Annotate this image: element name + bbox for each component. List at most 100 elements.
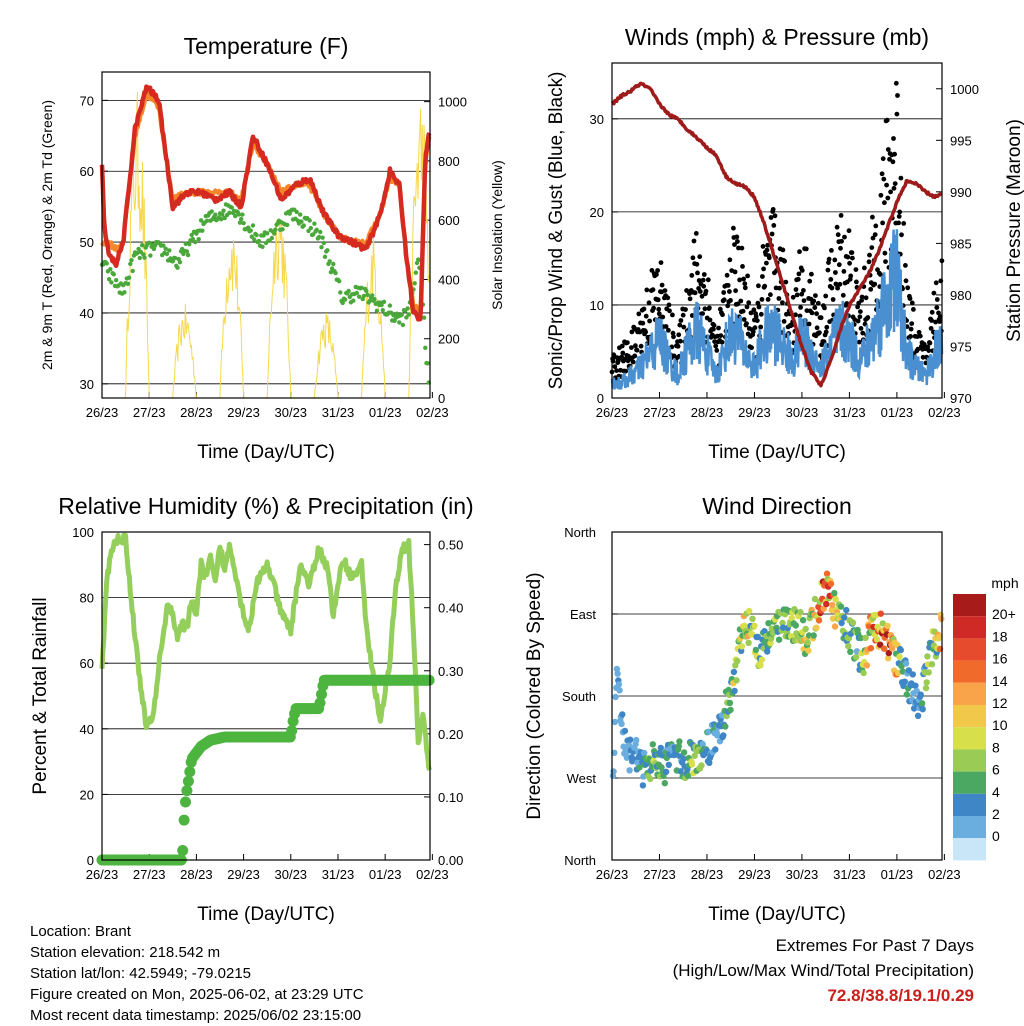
legend-swatch	[953, 705, 986, 728]
legend-label: 14	[992, 673, 1008, 689]
gust-point	[838, 245, 843, 251]
gust-point	[795, 276, 801, 282]
gust-point	[885, 147, 891, 152]
gust-point	[790, 294, 796, 300]
gust-point	[655, 268, 660, 273]
dewpoint-point	[404, 315, 409, 320]
gust-point	[867, 252, 872, 258]
y2-tick-label: 1000	[438, 95, 467, 110]
dewpoint-point	[414, 260, 420, 266]
temperature-panel: Temperature (F) Time (Day/UTC) 26/23 27/23 2…	[39, 33, 505, 463]
legend-label: 20+	[992, 606, 1016, 622]
x-tick-label: 28/23	[180, 867, 213, 882]
y2-tick-label: 800	[438, 154, 460, 169]
gust-point	[896, 220, 901, 226]
gust-point	[646, 300, 652, 306]
dewpoint-point	[137, 255, 142, 261]
gust-point	[620, 350, 626, 356]
dewpoint-point	[240, 212, 245, 217]
direction-point	[877, 610, 884, 617]
y-tick-label: 10	[590, 298, 604, 313]
direction-point	[823, 570, 831, 577]
direction-point	[764, 648, 771, 655]
chart-title: Temperature (F)	[184, 33, 349, 59]
gust-point	[658, 260, 664, 265]
series-2m-t	[99, 84, 432, 322]
gust-point	[777, 285, 782, 291]
gust-point	[822, 305, 827, 311]
dewpoint-point	[220, 212, 225, 217]
y-tick-label: South	[562, 689, 596, 704]
gust-point	[758, 311, 764, 317]
dewpoint-point	[399, 312, 404, 317]
dewpoint-point	[397, 320, 402, 325]
gust-point	[853, 267, 859, 272]
gust-point	[796, 271, 802, 277]
gust-point	[697, 254, 703, 260]
direction-point	[802, 625, 809, 633]
gust-point	[724, 272, 730, 278]
dewpoint-point	[148, 253, 153, 258]
gust-point	[849, 250, 855, 256]
gust-point	[749, 345, 754, 351]
dewpoint-point	[319, 245, 324, 250]
legend-label: 10	[992, 717, 1008, 733]
dewpoint-point	[108, 267, 113, 272]
plot-border	[611, 531, 943, 861]
dewpoint-point	[161, 243, 166, 248]
dewpoint-point	[129, 258, 134, 263]
gust-point	[761, 266, 766, 272]
direction-point	[775, 636, 783, 643]
gust-point	[693, 231, 699, 236]
gust-point	[848, 273, 854, 279]
gust-point	[740, 308, 746, 314]
series-wind	[610, 229, 944, 390]
gust-point	[846, 228, 852, 234]
gust-point	[858, 309, 863, 314]
y-axis-label: Percent & Total Rainfall	[30, 597, 51, 794]
dewpoint-point	[227, 210, 232, 215]
gust-point	[781, 319, 787, 324]
station-info: Location: Brant Station elevation: 218.5…	[30, 921, 364, 1026]
dewpoint-point	[229, 205, 234, 210]
gust-point	[865, 315, 871, 320]
gust-point	[856, 339, 862, 345]
dewpoint-point	[285, 222, 290, 228]
dewpoint-point	[374, 308, 380, 313]
recent-timestamp: Most recent data timestamp: 2025/06/02 2…	[30, 1007, 362, 1024]
dewpoint-point	[167, 248, 172, 253]
x-tick-label: 31/23	[322, 867, 355, 882]
x-tick-label: 26/23	[86, 405, 119, 420]
legend-label: 12	[992, 695, 1008, 711]
gust-point	[711, 322, 717, 328]
dewpoint-point	[256, 238, 262, 244]
dewpoint-point	[246, 225, 251, 230]
gust-point	[891, 136, 896, 141]
gust-point	[937, 314, 943, 319]
dewpoint-point	[250, 223, 256, 228]
gust-point	[798, 305, 803, 310]
dewpoint-point	[164, 251, 170, 257]
gust-point	[753, 314, 759, 319]
direction-point	[726, 699, 734, 707]
gust-point	[823, 293, 829, 299]
gust-point	[700, 311, 705, 316]
direction-point	[661, 780, 668, 787]
precip-point	[177, 845, 189, 856]
x-tick-label: 31/23	[322, 405, 355, 420]
dewpoint-point	[221, 208, 226, 213]
gust-point	[647, 318, 652, 324]
y2-tick-label: 995	[950, 133, 972, 148]
direction-point	[903, 691, 910, 698]
y2-tick-label: 1000	[950, 82, 979, 97]
gust-point	[803, 246, 809, 252]
gust-point	[695, 270, 700, 276]
dewpoint-point	[342, 297, 348, 302]
gust-point	[836, 262, 842, 268]
gust-point	[634, 347, 640, 353]
gust-point	[623, 368, 629, 374]
gust-point	[771, 223, 777, 228]
temperature-trace	[99, 84, 432, 322]
y2-tick-label: 980	[950, 288, 972, 303]
